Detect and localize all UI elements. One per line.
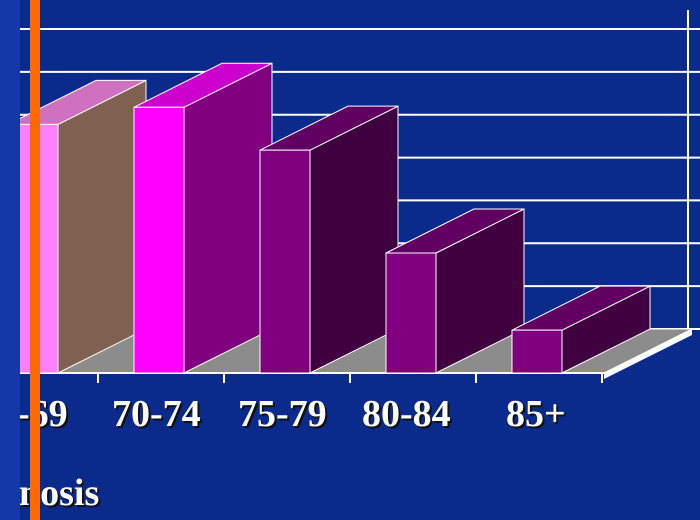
floor-edge [604, 329, 692, 379]
x-tick-label-shadow: 75-79 [240, 395, 329, 437]
bar-front [133, 106, 185, 374]
bar-front [385, 252, 437, 374]
orange-accent-bar [30, 0, 40, 520]
x-tick-label-shadow: 80-84 [364, 395, 453, 437]
left-edge-strip [0, 0, 20, 520]
x-tick-label: 85+ [506, 393, 566, 435]
bar-side [183, 62, 273, 374]
bar-front [259, 149, 311, 374]
bar [511, 285, 651, 374]
bar [7, 79, 147, 374]
x-tick-label: 75-79 [238, 393, 327, 435]
x-axis-ticks [97, 373, 603, 383]
x-tick-label-shadow: 85+ [508, 395, 568, 437]
bar-front [511, 329, 563, 374]
bars [7, 62, 651, 374]
bar [133, 62, 273, 374]
x-tick-label-shadow: 70-74 [114, 395, 203, 437]
x-tick-label: 80-84 [362, 393, 451, 435]
bar-side [57, 79, 147, 374]
x-axis-labels: 5-695-6970-7470-7475-7975-7980-8480-8485… [0, 393, 568, 437]
bar [259, 105, 399, 374]
bar [385, 208, 525, 374]
bar-side [309, 105, 399, 374]
x-tick-label: 70-74 [112, 393, 201, 435]
